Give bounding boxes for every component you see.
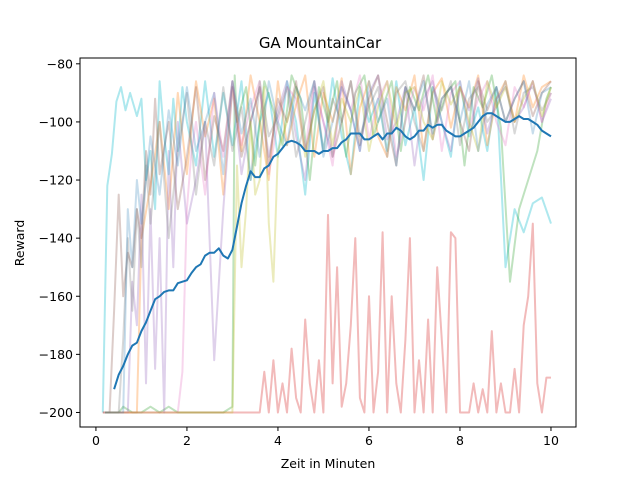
run-line-3: [105, 74, 552, 414]
y-tick-label: −200: [39, 405, 73, 420]
x-tick-label: 8: [456, 433, 464, 448]
x-tick-label: 2: [183, 433, 191, 448]
mean-layer: [113, 112, 552, 390]
x-tick-label: 0: [92, 433, 100, 448]
y-tick-label: −180: [39, 347, 73, 362]
run-line-5: [105, 74, 552, 414]
y-tick-label: −120: [39, 173, 73, 188]
run-line-10: [105, 80, 552, 414]
chart-title: GA MountainCar: [259, 34, 382, 52]
y-tick-label: −100: [39, 114, 73, 129]
y-tick-label: −80: [47, 56, 73, 71]
y-axis-title: Reward: [12, 220, 27, 267]
plot-frame: [79, 57, 577, 428]
run-line-4: [102, 213, 551, 414]
x-tick-label: 6: [365, 433, 373, 448]
series-layer: [101, 74, 552, 414]
y-axis-ticks: −200 −180 −160 −140 −120 −100 −80: [39, 56, 80, 420]
run-line-2: [105, 74, 552, 414]
run-line-6: [102, 74, 552, 414]
mean-line: [113, 112, 552, 390]
x-tick-label: 10: [543, 433, 559, 448]
y-tick-label: −160: [39, 289, 73, 304]
run-line-7: [105, 74, 552, 414]
y-tick-label: −140: [39, 231, 73, 246]
x-axis-title: Zeit in Minuten: [281, 456, 376, 471]
x-axis-ticks: 0 2 4 6 8 10: [92, 427, 559, 448]
run-line-1: [101, 77, 552, 413]
x-tick-label: 4: [274, 433, 282, 448]
run-line-8: [105, 80, 552, 414]
